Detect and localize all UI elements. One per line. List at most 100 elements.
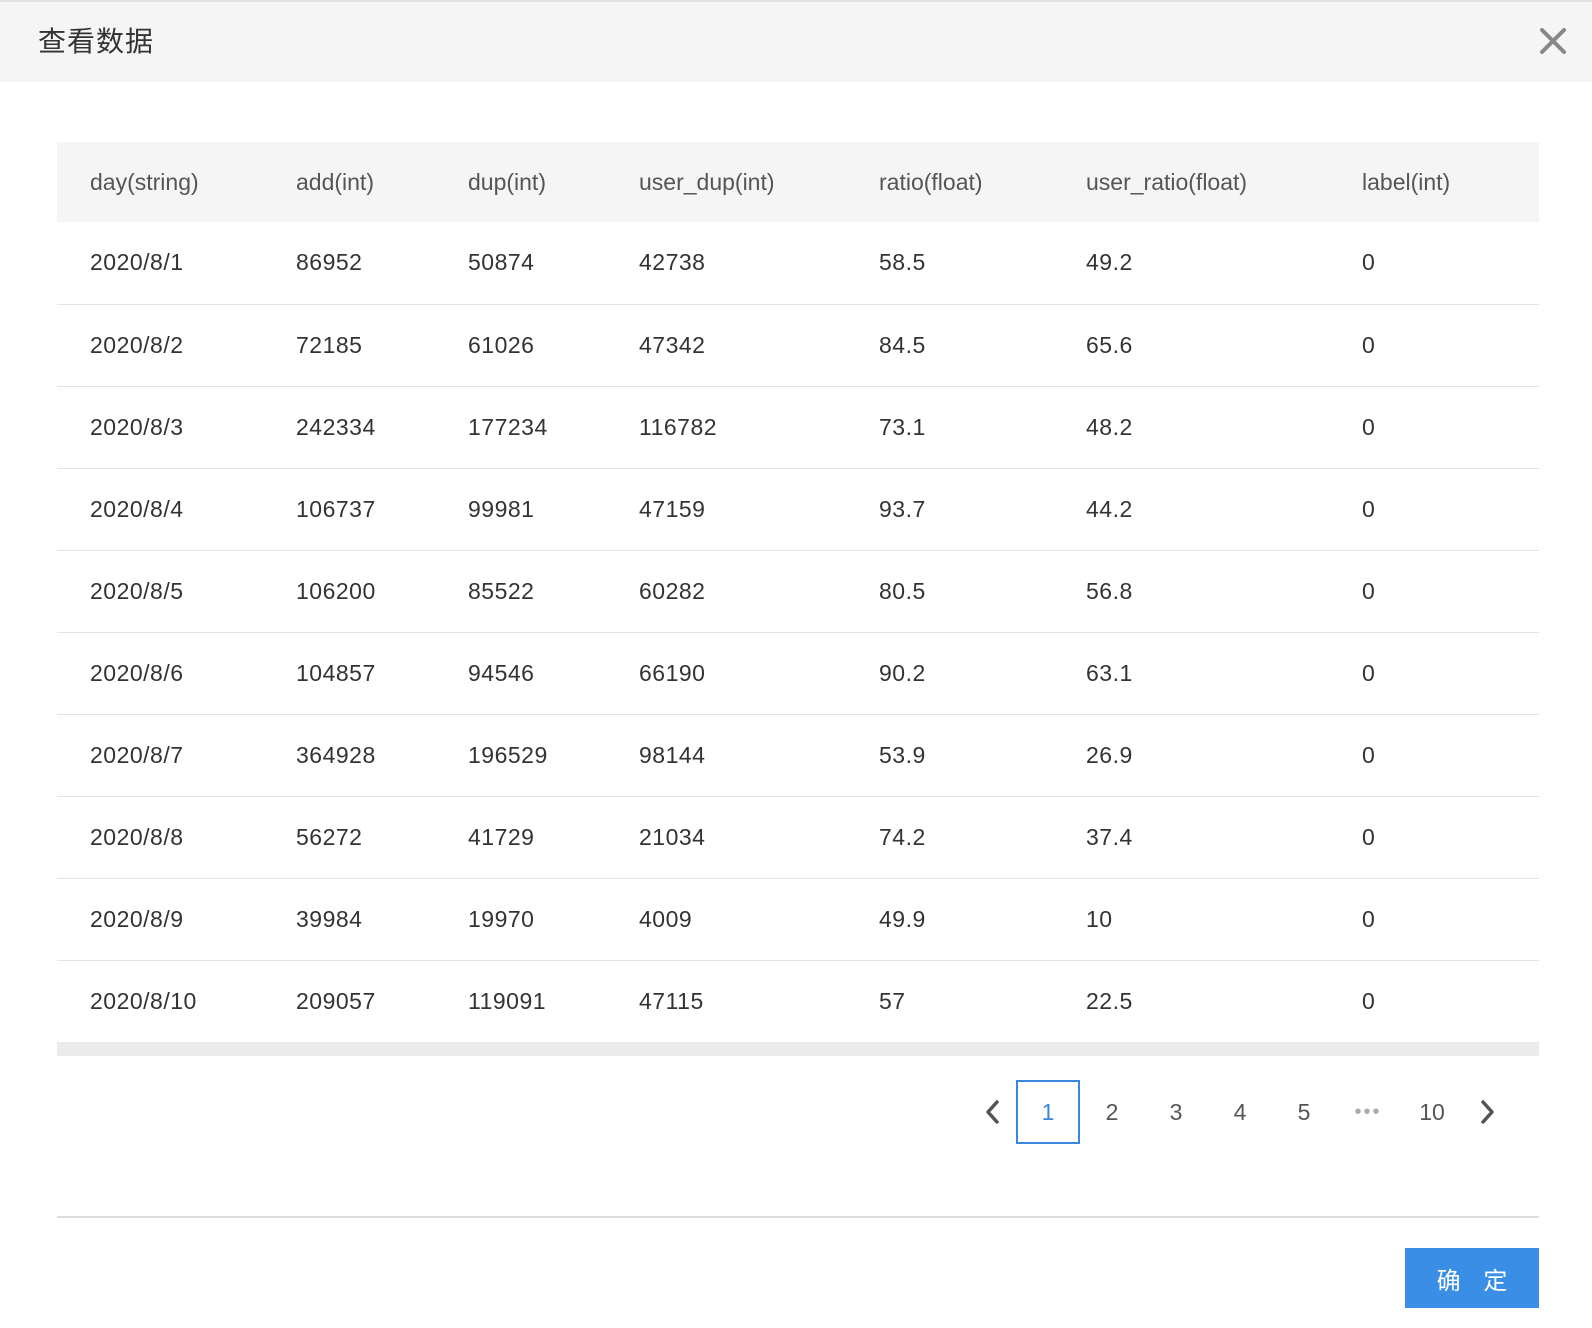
table-cell: 56.8 (1086, 577, 1133, 604)
table-row: 2020/8/1 86952 50874 42738 58.5 49.2 0 (57, 222, 1539, 304)
data-table-container: day(string) add(int) dup(int) user_dup(int)… (57, 142, 1539, 1056)
table-row: 2020/8/10 209057 119091 47115 57 22.5 0 (57, 960, 1539, 1042)
table-row: 2020/8/8 56272 41729 21034 74.2 37.4 0 (57, 796, 1539, 878)
table-row: 2020/8/5 106200 85522 60282 80.5 56.8 0 (57, 550, 1539, 632)
table-cell: 74.2 (879, 823, 926, 850)
confirm-button[interactable]: 确 定 (1405, 1248, 1539, 1308)
table-cell: 2020/8/1 (90, 249, 184, 276)
table-cell: 2020/8/3 (90, 413, 184, 440)
pagination-ellipsis[interactable]: ••• (1354, 1100, 1382, 1123)
table-cell: 119091 (468, 987, 547, 1014)
column-header: add(int) (296, 168, 374, 195)
table-cell: 0 (1362, 905, 1376, 932)
prev-page-button[interactable] (970, 1080, 1016, 1144)
table-cell: 2020/8/10 (90, 987, 197, 1014)
close-icon (1540, 28, 1566, 54)
footer-divider (57, 1216, 1539, 1218)
table-cell: 66190 (639, 659, 706, 686)
chevron-left-icon (986, 1100, 999, 1124)
table-cell: 106737 (296, 495, 376, 522)
page-button-4[interactable]: 4 (1233, 1098, 1247, 1125)
table-cell: 2020/8/6 (90, 659, 184, 686)
table-cell: 177234 (468, 413, 548, 440)
table-cell: 2020/8/7 (90, 741, 184, 768)
page-button-3[interactable]: 3 (1169, 1098, 1183, 1125)
table-row: 2020/8/3 242334 177234 116782 73.1 48.2 0 (57, 386, 1539, 468)
table-cell: 2020/8/5 (90, 577, 184, 604)
table-header-row: day(string) add(int) dup(int) user_dup(int)… (57, 142, 1539, 222)
table-cell: 47115 (639, 987, 704, 1014)
chevron-right-icon (1481, 1100, 1494, 1124)
table-cell: 0 (1362, 577, 1376, 604)
table-cell: 209057 (296, 987, 376, 1014)
table-cell: 80.5 (879, 577, 926, 604)
column-header: label(int) (1362, 168, 1451, 195)
table-cell: 39984 (296, 905, 363, 932)
table-cell: 47159 (639, 495, 706, 522)
column-header: ratio(float) (879, 168, 983, 195)
table-cell: 49.2 (1086, 249, 1133, 276)
column-header: day(string) (90, 168, 199, 195)
table-cell: 41729 (468, 823, 535, 850)
dialog-header: 查看数据 (0, 0, 1592, 82)
table-cell: 98144 (639, 741, 706, 768)
page-button-last[interactable]: 10 (1419, 1098, 1445, 1125)
table-cell: 364928 (296, 741, 376, 768)
table-cell: 85522 (468, 577, 535, 604)
page-button-1[interactable]: 1 (1016, 1080, 1080, 1144)
table-cell: 4009 (639, 905, 693, 932)
table-cell: 22.5 (1086, 987, 1133, 1014)
table-cell: 19970 (468, 905, 535, 932)
table-cell: 99981 (468, 495, 535, 522)
table-row: 2020/8/4 106737 99981 47159 93.7 44.2 0 (57, 468, 1539, 550)
table-cell: 60282 (639, 577, 706, 604)
table-row: 2020/8/9 39984 19970 4009 49.9 10 0 (57, 878, 1539, 960)
table-cell: 21034 (639, 823, 706, 850)
table-cell: 61026 (468, 331, 535, 358)
table-cell: 106200 (296, 577, 376, 604)
table-cell: 0 (1362, 495, 1376, 522)
table-cell: 0 (1362, 413, 1376, 440)
table-cell: 72185 (296, 331, 363, 358)
table-row: 2020/8/7 364928 196529 98144 53.9 26.9 0 (57, 714, 1539, 796)
table-cell: 37.4 (1086, 823, 1133, 850)
table-cell: 0 (1362, 741, 1376, 768)
dialog-title: 查看数据 (38, 26, 155, 57)
column-header: dup(int) (468, 168, 546, 195)
table-cell: 56272 (296, 823, 363, 850)
table-cell: 44.2 (1086, 495, 1133, 522)
table-cell: 116782 (639, 413, 718, 440)
table-cell: 2020/8/4 (90, 495, 184, 522)
table-cell: 0 (1362, 331, 1376, 358)
table-cell: 0 (1362, 659, 1376, 686)
table-cell: 93.7 (879, 495, 926, 522)
table-cell: 10 (1086, 905, 1113, 932)
table-cell: 47342 (639, 331, 706, 358)
table-cell: 57 (879, 987, 906, 1014)
page-button-2[interactable]: 2 (1105, 1098, 1119, 1125)
table-cell: 73.1 (879, 413, 926, 440)
table-cell: 2020/8/9 (90, 905, 184, 932)
data-table: day(string) add(int) dup(int) user_dup(int)… (57, 142, 1539, 1042)
table-cell: 58.5 (879, 249, 926, 276)
table-cell: 242334 (296, 413, 376, 440)
column-header: user_dup(int) (639, 168, 775, 195)
page-button-5[interactable]: 5 (1297, 1098, 1311, 1125)
table-cell: 104857 (296, 659, 376, 686)
table-cell: 48.2 (1086, 413, 1133, 440)
table-cell: 90.2 (879, 659, 926, 686)
close-button[interactable] (1536, 24, 1570, 58)
table-cell: 42738 (639, 249, 706, 276)
table-cell: 0 (1362, 987, 1376, 1014)
table-cell: 0 (1362, 249, 1376, 276)
horizontal-scrollbar[interactable] (57, 1042, 1539, 1056)
next-page-button[interactable] (1464, 1080, 1510, 1144)
table-cell: 94546 (468, 659, 535, 686)
table-cell: 49.9 (879, 905, 926, 932)
table-cell: 53.9 (879, 741, 926, 768)
table-cell: 2020/8/8 (90, 823, 184, 850)
table-cell: 63.1 (1086, 659, 1133, 686)
table-cell: 196529 (468, 741, 548, 768)
